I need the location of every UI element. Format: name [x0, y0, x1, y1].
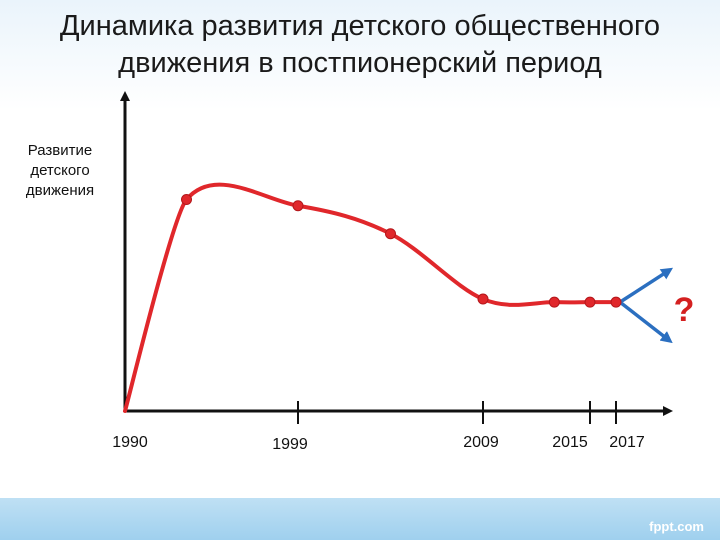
trend-line: [123, 182, 618, 413]
x-tick-label: 2009: [463, 434, 499, 451]
title-line-2: движения в постпионерский период: [118, 47, 602, 79]
data-point: [385, 228, 396, 240]
data-point: [181, 194, 193, 206]
footer-band: [0, 498, 720, 540]
forecast-branch-up: [619, 267, 674, 304]
data-point: [610, 296, 622, 308]
question-mark-annotation: ?: [674, 291, 695, 329]
forecast-branch-down: [618, 300, 673, 344]
y-axis-label: Развитие детского движения: [25, 142, 95, 199]
x-tick-label: 1990: [112, 434, 148, 451]
title-line-1: Динамика развития детского общественного: [59, 10, 661, 42]
forecast-branches: [618, 267, 674, 344]
data-point: [548, 296, 560, 308]
data-points: [181, 194, 622, 308]
x-ticks: 1990 1999 2009 2015 2017: [112, 401, 645, 453]
data-point: [477, 293, 489, 305]
x-tick-label: 2015: [552, 434, 588, 451]
slide-title: Динамика развития детского общественного…: [0, 8, 720, 82]
x-tick-label: 1999: [272, 436, 308, 453]
watermark: fppt.com: [649, 519, 704, 534]
data-point: [584, 296, 596, 308]
data-point: [292, 200, 304, 212]
x-tick-label: 2017: [609, 434, 645, 451]
